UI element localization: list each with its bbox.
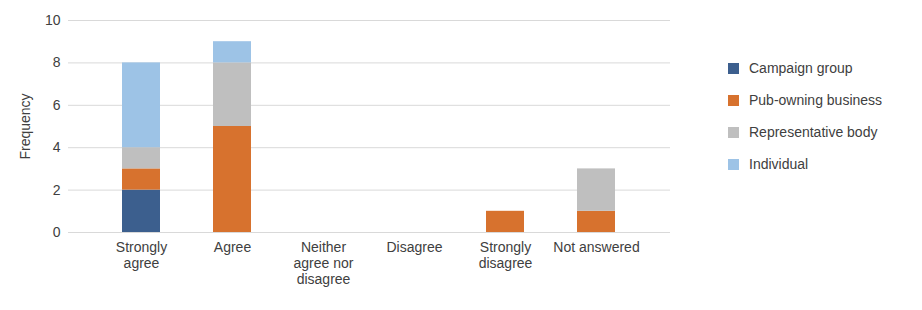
html-text:Campaign group: Campaign group — [749, 60, 853, 76]
html-text:Representative body: Representative body — [749, 124, 878, 140]
svg-text:2: 2 — [53, 182, 61, 198]
html-text:Pub-owning business: Pub-owning business — [749, 92, 883, 108]
svg-text:8: 8 — [53, 54, 61, 70]
svg-text:10: 10 — [45, 12, 61, 28]
svg-text:Agree: Agree — [214, 239, 252, 255]
svg-text:6: 6 — [53, 97, 61, 113]
svg-text:Frequency: Frequency — [17, 93, 33, 159]
svg-text:Neitheragree nordisagree: Neitheragree nordisagree — [294, 239, 354, 287]
svg-text:Disagree: Disagree — [386, 239, 442, 255]
html-text:Individual: Individual — [749, 156, 809, 172]
svg-text:Stronglydisagree: Stronglydisagree — [479, 239, 533, 271]
svg-text:Not answered: Not answered — [553, 239, 639, 255]
svg-text:0: 0 — [53, 224, 61, 240]
svg-text:4: 4 — [53, 139, 61, 155]
svg-text:Stronglyagree: Stronglyagree — [116, 239, 167, 271]
